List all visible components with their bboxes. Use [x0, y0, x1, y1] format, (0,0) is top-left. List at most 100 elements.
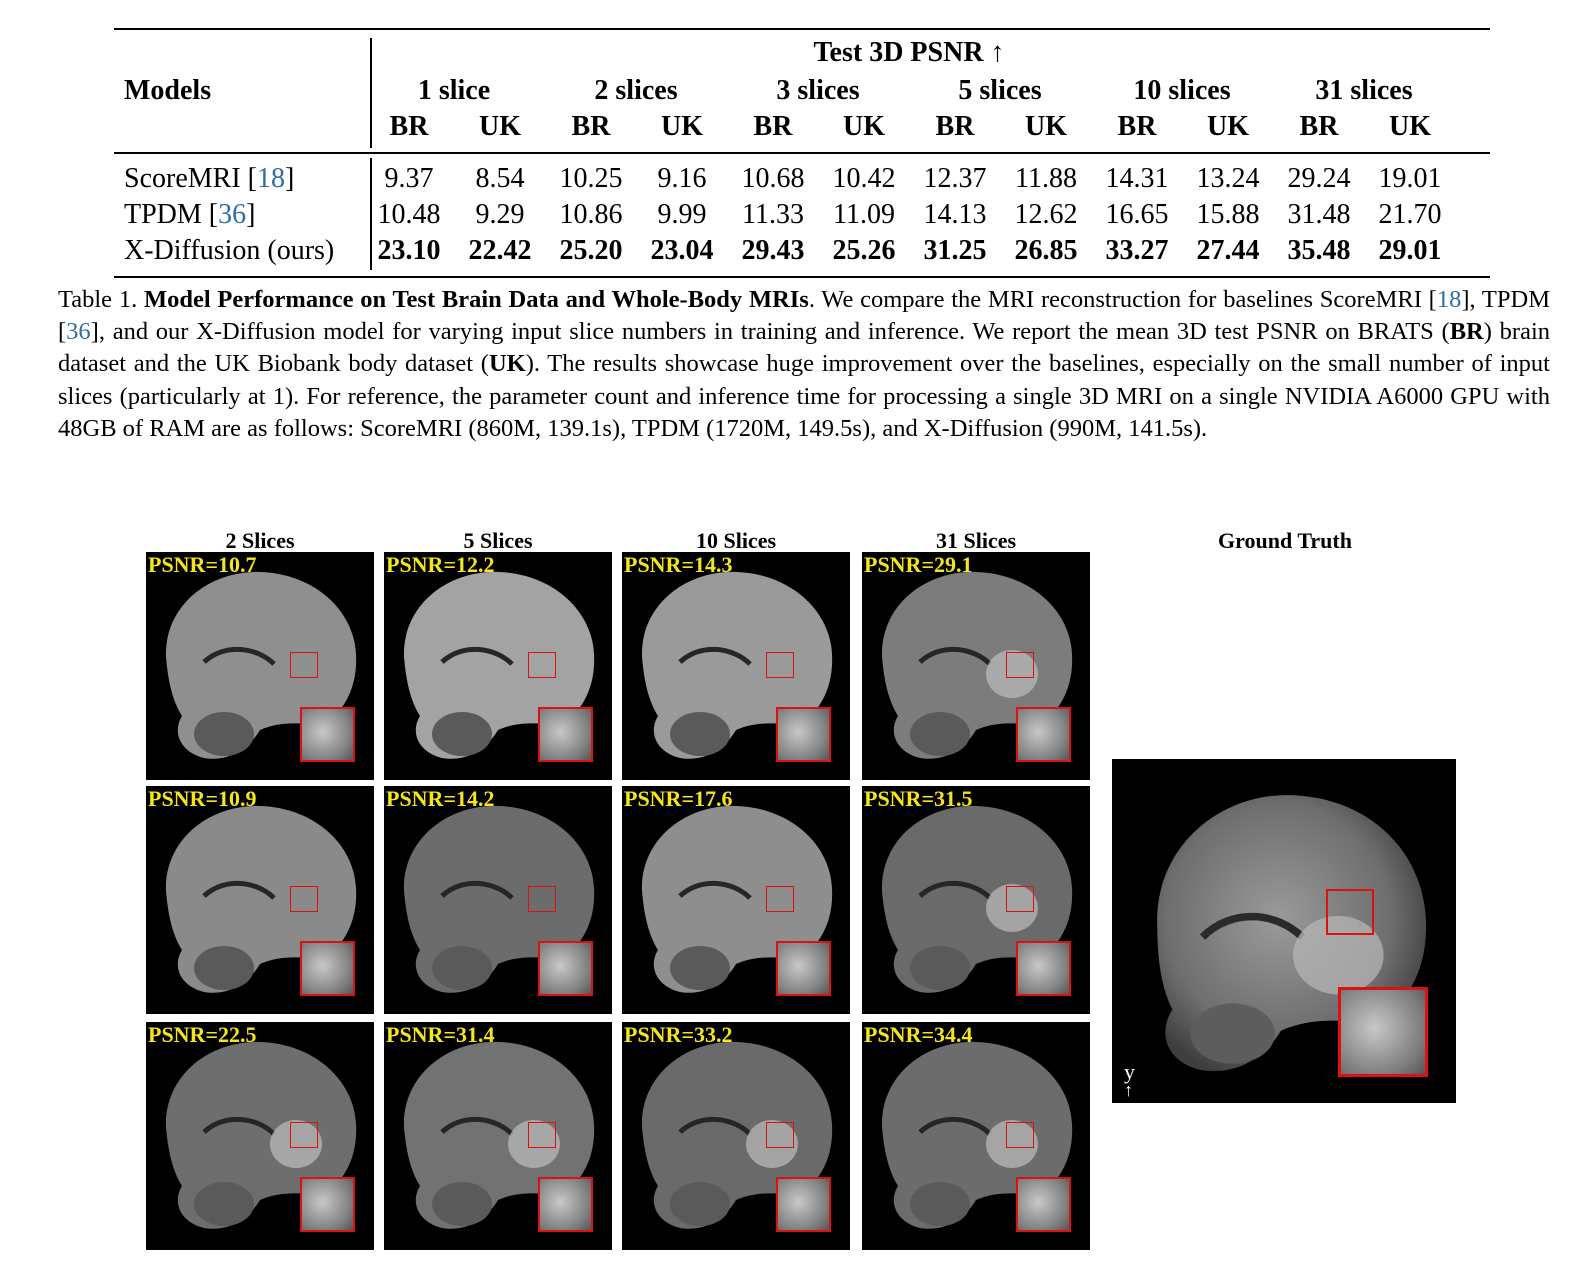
roi-box: [1006, 1122, 1034, 1148]
column-title: 10 Slices: [695, 528, 777, 553]
table-cell: 14.13: [923, 199, 987, 230]
psnr-label: PSNR=29.1: [864, 552, 973, 577]
roi-box: [528, 886, 556, 912]
sub-header: BR: [1117, 111, 1157, 142]
reconstruction-image: PSNR=14.2: [384, 786, 612, 1014]
model-label: ]: [284, 163, 295, 194]
citation-link[interactable]: 36: [66, 318, 91, 346]
sub-header: BR: [389, 111, 429, 142]
roi-box: [290, 1122, 318, 1148]
column-title: Ground Truth: [1218, 528, 1352, 553]
zoom-inset: [776, 707, 831, 762]
table-cell: 11.88: [1015, 163, 1077, 194]
table-cell: 29.24: [1287, 163, 1351, 194]
sub-header: UK: [1207, 111, 1249, 142]
zoom-inset: [1016, 1177, 1071, 1232]
model-label: TPDM [: [124, 199, 219, 230]
table-cell: 10.25: [559, 163, 623, 194]
table-cell: 10.42: [832, 163, 896, 194]
reconstruction-image: PSNR=10.9: [146, 786, 374, 1014]
roi-box: [528, 1122, 556, 1148]
table-cell: 25.26: [832, 235, 896, 266]
up-arrow-icon: ↑: [1124, 1080, 1133, 1100]
caption-text: ], TPDM [: [58, 286, 1550, 346]
table-cell: 16.65: [1105, 199, 1169, 230]
psnr-label: PSNR=31.4: [386, 1022, 495, 1047]
reconstruction-image: PSNR=31.4: [384, 1022, 612, 1250]
roi-box: [290, 886, 318, 912]
caption-text: ). The results showcase huge improvement…: [58, 350, 1550, 442]
table-cell: 8.54: [475, 163, 525, 194]
caption-text: ], and our X-Diffusion model for varying…: [90, 318, 1450, 346]
zoom-inset: [300, 941, 355, 996]
citation-link[interactable]: 18: [256, 163, 285, 194]
roi-box: [528, 652, 556, 678]
roi-box: [766, 652, 794, 678]
psnr-label: PSNR=22.5: [148, 1022, 257, 1047]
table-top-rule: [114, 28, 1490, 30]
slice-group-header: 3 slices: [776, 75, 860, 106]
reconstruction-image: PSNR=14.3: [622, 552, 850, 780]
psnr-label: PSNR=12.2: [386, 552, 495, 577]
caption-text: UK: [488, 350, 526, 378]
metric-header: Test 3D PSNR ↑: [813, 37, 1005, 68]
zoom-inset: [538, 707, 593, 762]
column-title: 31 Slices: [935, 528, 1017, 553]
table-cell: 29.01: [1378, 235, 1442, 266]
roi-box: [1326, 889, 1374, 935]
slice-group-header: 5 slices: [958, 75, 1042, 106]
zoom-inset: [1016, 941, 1071, 996]
table-cell: 11.33: [742, 199, 804, 230]
caption-title: Model Performance on Test Brain Data and…: [143, 286, 809, 313]
zoom-inset: [538, 941, 593, 996]
citation-link[interactable]: 18: [1436, 286, 1462, 313]
table-cell: 15.88: [1196, 199, 1260, 230]
citation-link[interactable]: 36: [218, 199, 247, 230]
slice-group-header: 2 slices: [594, 75, 678, 106]
sub-header: UK: [843, 111, 885, 142]
table-cell: 22.42: [468, 235, 532, 266]
table-vertical-rule: [370, 38, 372, 148]
sub-header: BR: [753, 111, 793, 142]
sub-header: UK: [479, 111, 521, 142]
table-cell: 9.29: [475, 199, 525, 230]
reconstruction-image: PSNR=12.2: [384, 552, 612, 780]
column-title: 5 Slices: [463, 528, 533, 553]
model-label: X-Diffusion (ours): [124, 235, 335, 266]
zoom-inset: [1016, 707, 1071, 762]
table-cell: 10.68: [741, 163, 805, 194]
table-header-rule: [114, 152, 1490, 154]
table-cell: 26.85: [1014, 235, 1078, 266]
table-cell: 19.01: [1378, 163, 1442, 194]
table-cell: 12.62: [1014, 199, 1078, 230]
table-bottom-rule: [114, 276, 1490, 278]
table-cell: 23.10: [377, 235, 441, 266]
psnr-label: PSNR=34.4: [864, 1022, 973, 1047]
slice-group-header: 31 slices: [1315, 75, 1413, 106]
roi-box: [290, 652, 318, 678]
reconstruction-image: PSNR=22.5: [146, 1022, 374, 1250]
model-label: ]: [246, 199, 256, 230]
psnr-label: PSNR=14.3: [624, 552, 733, 577]
slice-group-header: 10 slices: [1133, 75, 1231, 106]
table-caption: Table 1. Model Performance on Test Brain…: [58, 284, 1550, 445]
caption-text: . We compare the MRI reconstruction for …: [808, 286, 1437, 313]
reconstruction-image: PSNR=31.5: [862, 786, 1090, 1014]
roi-box: [1006, 886, 1034, 912]
model-name: X-Diffusion (ours): [124, 236, 334, 266]
table-cell: 21.70: [1378, 199, 1442, 230]
zoom-inset: [538, 1177, 593, 1232]
table-cell: 31.48: [1287, 199, 1351, 230]
table-cell: 9.37: [384, 163, 434, 194]
sub-header: BR: [1299, 111, 1339, 142]
reconstruction-image: PSNR=29.1: [862, 552, 1090, 780]
zoom-inset: [776, 1177, 831, 1232]
table-cell: 23.04: [650, 235, 714, 266]
table-cell: 11.09: [833, 199, 895, 230]
psnr-label: PSNR=10.9: [148, 786, 257, 811]
psnr-label: PSNR=10.7: [148, 552, 257, 577]
table-cell: 10.48: [377, 199, 441, 230]
reconstruction-image: PSNR=17.6: [622, 786, 850, 1014]
slice-group-header: 1 slice: [417, 75, 491, 106]
zoom-inset: [776, 941, 831, 996]
